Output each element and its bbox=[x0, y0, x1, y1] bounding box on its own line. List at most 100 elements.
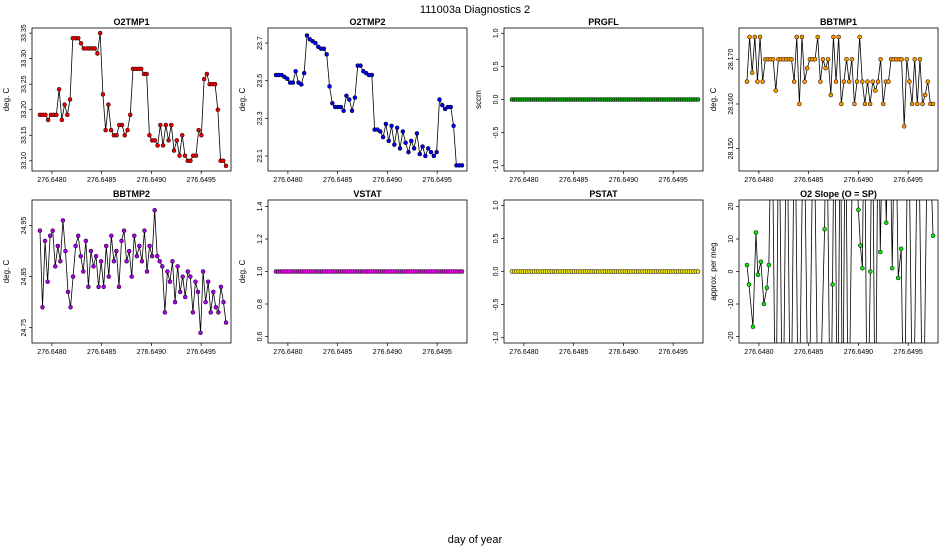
data-point bbox=[912, 57, 917, 62]
data-point bbox=[125, 127, 130, 133]
data-point bbox=[414, 131, 420, 136]
data-point bbox=[909, 101, 915, 107]
data-point bbox=[75, 233, 81, 238]
data-point bbox=[344, 93, 349, 98]
y-tick-label: 0.5 bbox=[493, 233, 500, 243]
data-point bbox=[40, 305, 45, 310]
y-tick-label: 1.0 bbox=[257, 267, 264, 277]
data-point bbox=[155, 143, 160, 148]
panel-title: BBTMP2 bbox=[113, 189, 150, 199]
x-tick-label: 276.6490 bbox=[137, 349, 166, 356]
data-point bbox=[321, 46, 327, 51]
data-point bbox=[451, 123, 456, 129]
data-point bbox=[73, 243, 78, 249]
data-point bbox=[170, 259, 175, 264]
data-point bbox=[221, 299, 226, 305]
data-point bbox=[301, 70, 307, 76]
data-point bbox=[760, 79, 765, 84]
data-point bbox=[324, 52, 329, 57]
data-point bbox=[753, 230, 759, 235]
y-tick-label: 33.15 bbox=[21, 126, 28, 144]
data-point bbox=[95, 51, 100, 56]
data-point bbox=[403, 140, 408, 146]
data-point bbox=[47, 233, 53, 238]
data-point bbox=[431, 153, 437, 159]
data-point bbox=[389, 123, 394, 129]
data-point bbox=[930, 233, 936, 238]
plot-frame bbox=[738, 27, 939, 172]
data-point bbox=[459, 269, 465, 274]
data-point bbox=[459, 163, 465, 168]
y-tick-label: 33.30 bbox=[21, 50, 28, 68]
plot-area bbox=[744, 200, 936, 343]
data-point bbox=[119, 238, 124, 244]
data-point bbox=[114, 248, 119, 254]
plot-frame bbox=[31, 199, 232, 344]
data-point bbox=[878, 249, 883, 255]
y-tick-label: 24.85 bbox=[21, 268, 28, 286]
data-point bbox=[400, 129, 406, 134]
data-point bbox=[764, 285, 770, 290]
data-point bbox=[67, 97, 73, 102]
data-point bbox=[179, 133, 185, 138]
data-point bbox=[854, 79, 860, 84]
data-point bbox=[860, 266, 865, 271]
data-point bbox=[862, 101, 868, 107]
y-tick-label: -1.0 bbox=[493, 332, 500, 344]
data-point bbox=[65, 112, 70, 118]
data-point bbox=[815, 34, 820, 40]
y-tick-label: -0.5 bbox=[493, 298, 500, 310]
data-point bbox=[867, 101, 873, 107]
data-point bbox=[330, 101, 335, 106]
data-point bbox=[915, 101, 920, 107]
data-point bbox=[166, 138, 171, 143]
panel-o2tmp2: O2TMP2 deg. C 276.6480 276.6485 276.6490 276.… bbox=[238, 17, 468, 184]
x-tick-label: 276.6485 bbox=[87, 177, 116, 184]
y-tick-label: 33.35 bbox=[21, 24, 28, 42]
data-point bbox=[195, 289, 201, 295]
data-point bbox=[899, 57, 904, 62]
data-point bbox=[137, 243, 142, 249]
data-point bbox=[106, 102, 111, 107]
y-tick-label: 28.170 bbox=[728, 48, 735, 70]
y-tick-label: 1.0 bbox=[493, 200, 500, 210]
data-point bbox=[925, 79, 931, 84]
data-point bbox=[45, 279, 50, 284]
y-tick-label: 0.8 bbox=[257, 299, 264, 309]
data-point bbox=[313, 40, 318, 46]
data-point bbox=[182, 294, 188, 300]
data-point bbox=[830, 282, 835, 287]
plot-frame bbox=[503, 27, 704, 172]
data-point bbox=[58, 259, 63, 264]
data-point bbox=[223, 320, 229, 325]
data-point bbox=[695, 269, 701, 274]
data-point bbox=[799, 34, 805, 40]
data-point bbox=[290, 80, 296, 85]
data-point bbox=[284, 76, 290, 82]
data-point bbox=[177, 153, 182, 158]
plot-frame bbox=[31, 27, 232, 172]
data-point bbox=[352, 95, 358, 100]
data-point bbox=[106, 274, 112, 279]
data-point bbox=[68, 305, 73, 310]
data-point bbox=[758, 259, 764, 264]
x-tick-label: 276.6490 bbox=[844, 349, 873, 356]
data-point bbox=[108, 127, 114, 133]
x-tick-label: 276.6485 bbox=[559, 349, 588, 356]
data-point bbox=[901, 124, 907, 129]
data-point bbox=[828, 92, 834, 98]
panel-o2tmp1: O2TMP1 deg. C 276.6480 276.6485 276.6490 276.… bbox=[2, 17, 232, 184]
data-point bbox=[160, 264, 165, 269]
x-tick-label: 276.6480 bbox=[509, 349, 538, 356]
data-point bbox=[875, 79, 881, 84]
panel-vstat: VSTAT deg. C 276.6480 276.6485 276.6490 276.6… bbox=[238, 189, 468, 356]
data-point bbox=[380, 134, 386, 140]
data-point bbox=[50, 228, 55, 233]
data-point bbox=[820, 57, 826, 62]
x-tick-label: 276.6490 bbox=[609, 349, 638, 356]
data-point bbox=[755, 79, 760, 84]
data-point bbox=[394, 125, 400, 130]
data-point bbox=[163, 122, 169, 128]
data-point bbox=[349, 108, 355, 114]
figure-xlabel: day of year bbox=[448, 534, 503, 546]
